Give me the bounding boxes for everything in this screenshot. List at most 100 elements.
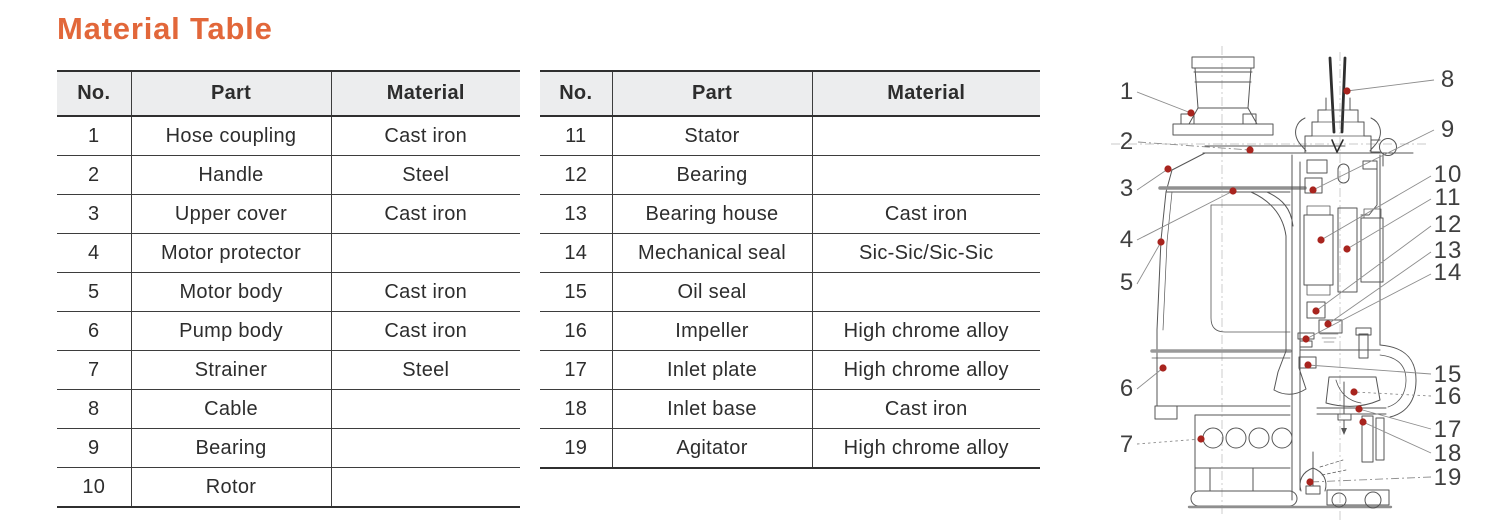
cell-part: Inlet base — [611, 389, 812, 429]
callout-dot — [1157, 238, 1165, 246]
cell-no: 18 — [540, 389, 612, 429]
cell-part: Pump body — [130, 311, 331, 351]
callout-label: 12 — [1434, 211, 1463, 238]
cell-no: 9 — [57, 428, 131, 468]
callout-label: 15 — [1434, 361, 1463, 388]
table-row: 13 Bearing house Cast iron — [540, 194, 1040, 234]
table-row: 8 Cable — [57, 389, 520, 429]
centerlines — [1111, 46, 1428, 522]
cell-no: 8 — [57, 389, 131, 429]
material-table-2: No. Part Material 11 Stator 12 Bearing 13 B… — [540, 70, 1040, 469]
cell-no: 13 — [540, 194, 612, 234]
callout-dot — [1355, 405, 1363, 413]
callout-label: 7 — [1120, 431, 1134, 458]
cell-no: 6 — [57, 311, 131, 351]
callout-dot — [1324, 320, 1332, 328]
table-row: 1 Hose coupling Cast iron — [57, 116, 520, 156]
callout-label: 18 — [1434, 440, 1463, 467]
cell-material: High chrome alloy — [811, 428, 1040, 468]
callout-label: 16 — [1434, 383, 1463, 410]
cell-part: Stator — [611, 116, 812, 156]
callout-label: 13 — [1434, 237, 1463, 264]
callout-label: 11 — [1435, 184, 1462, 211]
cell-material: High chrome alloy — [811, 311, 1040, 351]
callout-dot — [1197, 435, 1205, 443]
callout-dot — [1229, 187, 1237, 195]
table-row: 11 Stator — [540, 116, 1040, 156]
cell-no: 19 — [540, 428, 612, 468]
cell-part: Hose coupling — [130, 116, 331, 156]
cell-no: 16 — [540, 311, 612, 351]
header-part: Part — [611, 71, 812, 117]
header-no: No. — [57, 71, 131, 117]
callout-dot — [1317, 236, 1325, 244]
cell-no: 10 — [57, 467, 131, 507]
callout-label: 9 — [1441, 116, 1455, 143]
header-material: Material — [811, 71, 1040, 117]
callout-dot — [1309, 186, 1317, 194]
cell-material: Cast iron — [330, 272, 520, 312]
table-row: 10 Rotor — [57, 467, 520, 507]
callout-dot — [1164, 165, 1172, 173]
callout-dot — [1350, 388, 1358, 396]
cell-material: Cast iron — [811, 194, 1040, 234]
callout-labels: 1 2 3 4 5 6 7 8 9 10 11 12 13 14 15 16 1… — [1120, 66, 1463, 491]
cell-material: Cast iron — [330, 311, 520, 351]
cell-part: Handle — [130, 155, 331, 195]
callout-leaders — [1136, 79, 1435, 483]
callout-dot — [1304, 361, 1312, 369]
cell-no: 12 — [540, 155, 612, 195]
cell-no: 11 — [565, 124, 587, 147]
table-row: 18 Inlet base Cast iron — [540, 389, 1040, 429]
table-row: 9 Bearing — [57, 428, 520, 468]
cell-material: Cast iron — [811, 389, 1040, 429]
cell-no: 17 — [540, 350, 612, 390]
table-row: 16 Impeller High chrome alloy — [540, 311, 1040, 351]
handle-outline — [1360, 138, 1397, 216]
cell-material: Cast iron — [330, 116, 520, 156]
cell-part: Impeller — [611, 311, 812, 351]
cell-no: 15 — [540, 272, 612, 312]
cell-part: Bearing — [611, 155, 812, 195]
cell-part: Mechanical seal — [611, 233, 812, 273]
callout-dot — [1343, 87, 1351, 95]
cell-part: Bearing — [130, 428, 331, 468]
agitator-outline — [1299, 451, 1390, 509]
cell-part: Inlet plate — [611, 350, 812, 390]
table-header-row: No. Part Material — [57, 71, 520, 117]
callout-label: 14 — [1434, 259, 1463, 286]
callout-dot — [1159, 364, 1167, 372]
material-table-1: No. Part Material 1 Hose coupling Cast iro… — [57, 70, 520, 508]
pump-casing-outline — [1299, 327, 1417, 463]
callout-label: 6 — [1120, 375, 1134, 402]
cell-material — [330, 233, 520, 273]
cable-outline — [1295, 56, 1381, 154]
discharge-duct-outline — [1250, 154, 1307, 501]
cell-material — [811, 155, 1040, 195]
callout-dot — [1359, 418, 1367, 426]
table-row: 4 Motor protector — [57, 233, 520, 273]
callout-dots — [1157, 87, 1367, 486]
callout-dot — [1246, 146, 1254, 154]
table-row: 6 Pump body Cast iron — [57, 311, 520, 351]
header-no: No. — [540, 71, 612, 117]
cell-material — [330, 389, 520, 429]
header-part: Part — [130, 71, 331, 117]
table-row: 2 Handle Steel — [57, 155, 520, 195]
cell-part: Motor body — [130, 272, 331, 312]
callout-dot — [1343, 245, 1351, 253]
cell-material: Steel — [330, 350, 520, 390]
callout-label: 3 — [1120, 175, 1134, 202]
table-row: 15 Oil seal — [540, 272, 1040, 312]
cell-part: Motor protector — [130, 233, 331, 273]
cell-material — [330, 467, 520, 507]
table-row: 17 Inlet plate High chrome alloy — [540, 350, 1040, 390]
motor-body-outline — [1150, 191, 1292, 420]
cell-part: Cable — [130, 389, 331, 429]
table-row: 3 Upper cover Cast iron — [57, 194, 520, 234]
callout-label: 2 — [1120, 128, 1134, 155]
callout-label: 17 — [1434, 416, 1463, 443]
cell-part: Oil seal — [611, 272, 812, 312]
callout-label: 5 — [1120, 269, 1134, 296]
table-row: 5 Motor body Cast iron — [57, 272, 520, 312]
